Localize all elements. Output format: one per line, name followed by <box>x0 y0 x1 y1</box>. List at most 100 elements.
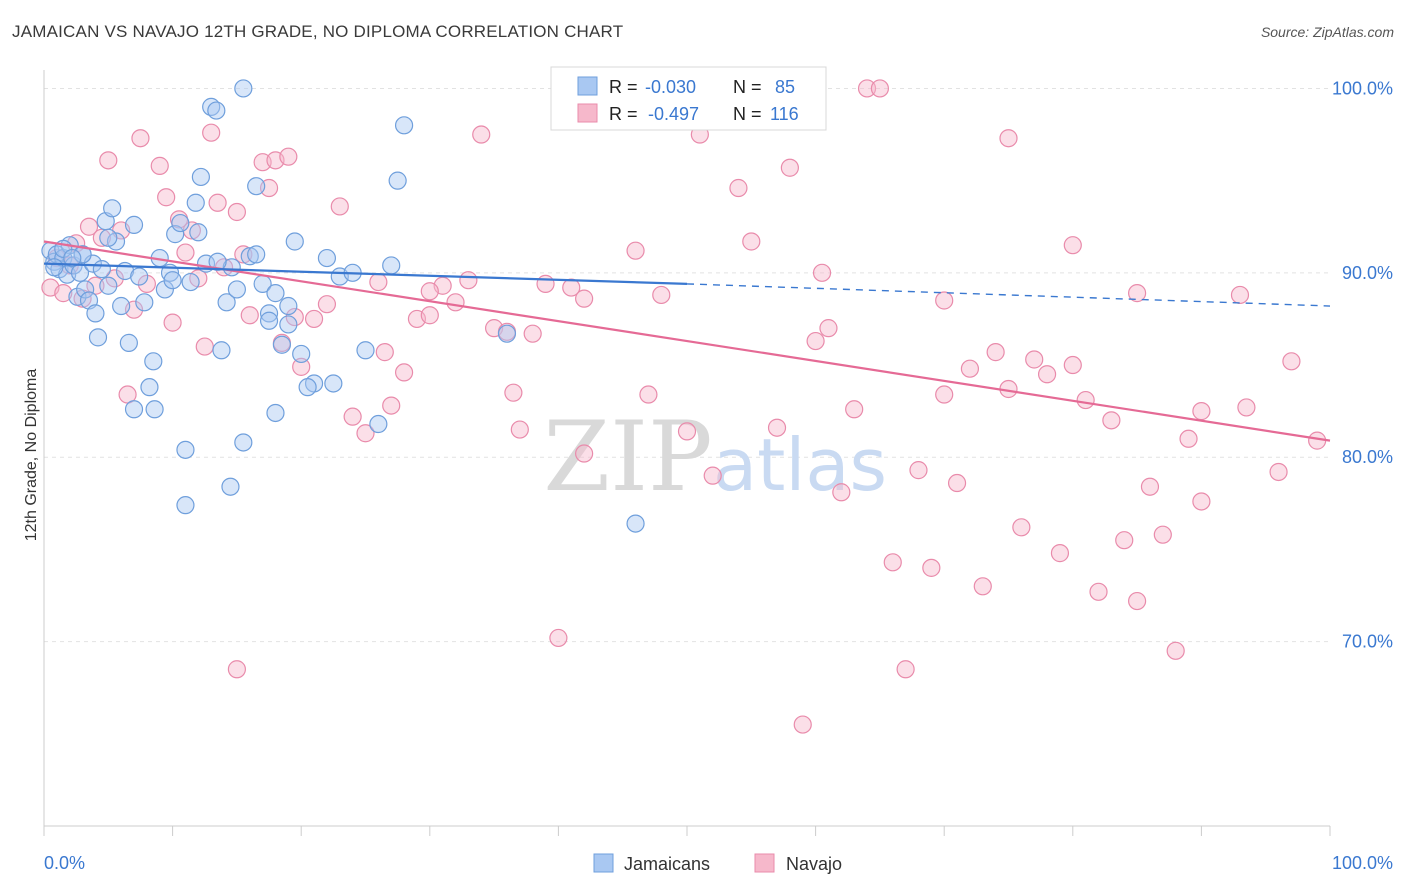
navajo-point <box>369 272 388 292</box>
navajo-point <box>420 306 439 325</box>
navajo-point <box>909 461 928 480</box>
jamaicans-point <box>112 296 131 316</box>
jamaicans-point <box>181 272 200 292</box>
navajo-point <box>677 422 697 441</box>
navajo-point <box>375 343 394 362</box>
navajo-point <box>356 424 375 443</box>
navajo-point <box>812 263 832 282</box>
legend-r-label-1: R = <box>609 77 638 97</box>
axes <box>43 70 1331 836</box>
navajo-point <box>330 197 349 216</box>
jamaicans-point <box>212 341 231 360</box>
navajo-point <box>195 337 214 356</box>
jamaicans-point <box>382 256 401 275</box>
jamaicans-point <box>119 333 138 352</box>
navajo-point <box>105 269 124 288</box>
navajo-point <box>510 420 529 439</box>
y-tick-label: 100.0% <box>1332 78 1393 98</box>
navajo-point <box>896 660 915 679</box>
jamaicans-point <box>279 296 298 316</box>
navajo-point <box>986 343 1005 362</box>
series-legend: Jamaicans Navajo <box>593 853 842 874</box>
x-tick-label-max: 100.0% <box>1332 853 1393 873</box>
jamaicans-point <box>240 247 259 266</box>
navajo-point <box>1192 492 1211 511</box>
navajo-point <box>832 483 851 502</box>
navajo-point <box>780 158 799 177</box>
jamaicans-point <box>145 400 164 419</box>
navajo-point <box>806 331 825 351</box>
jamaicans-point <box>356 341 375 360</box>
jamaicans-point <box>135 293 154 312</box>
navajo-point <box>1063 236 1082 255</box>
jamaicans-point <box>626 514 645 533</box>
navajo-point <box>234 245 253 264</box>
legend-n-value-2: 116 <box>770 104 799 124</box>
navajo-point <box>279 147 298 166</box>
navajo-point <box>227 202 246 222</box>
navajo-point <box>652 285 671 305</box>
jamaicans-point <box>124 400 144 419</box>
jamaicans-point <box>92 260 111 279</box>
navajo-point <box>1102 411 1121 430</box>
legend-r-value-2: -0.497 <box>648 104 699 124</box>
jamaicans-point <box>317 248 337 268</box>
navajo-point <box>549 628 568 648</box>
navajo-point <box>472 125 491 144</box>
jamaicans-point <box>272 335 292 354</box>
jamaicans-point <box>76 280 95 299</box>
navajo-point <box>523 324 542 343</box>
jamaicans-point <box>144 352 163 371</box>
legend-swatch-navajo-bottom <box>754 853 775 873</box>
navajo-point <box>240 306 259 325</box>
jamaicans-point <box>292 344 311 364</box>
navajo-point <box>1230 285 1250 305</box>
y-tick-labels: 70.0% 80.0% 90.0% 100.0% <box>1332 78 1393 651</box>
navajo-point <box>304 309 324 329</box>
chart-title: JAMAICAN VS NAVAJO 12TH GRADE, NO DIPLOM… <box>12 22 624 41</box>
jamaicans-point <box>247 245 266 264</box>
navajo-point <box>1089 582 1108 601</box>
navajo-point <box>227 660 246 679</box>
navajo-point <box>767 418 787 437</box>
jamaicans-point <box>99 276 118 295</box>
navajo-point <box>1115 531 1134 550</box>
jamaicans-point <box>207 101 226 120</box>
navajo-point <box>562 278 581 297</box>
navajo-points <box>41 79 1327 734</box>
navajo-point <box>935 385 954 404</box>
legend-r-value-1: -0.030 <box>645 77 696 97</box>
jamaicans-point <box>191 167 210 187</box>
jamaicans-point <box>155 280 174 299</box>
navajo-point <box>1282 352 1301 371</box>
jamaicans-point <box>227 280 246 299</box>
jamaicans-point <box>130 267 149 286</box>
navajo-point <box>1140 477 1160 496</box>
navajo-point <box>1153 525 1172 544</box>
legend-n-label-2: N = <box>733 104 762 124</box>
navajo-point <box>870 79 890 98</box>
watermark-atlas: atlas <box>713 423 887 507</box>
y-tick-label: 80.0% <box>1342 447 1393 467</box>
grid-lines <box>44 87 1330 643</box>
navajo-point <box>79 217 99 236</box>
x-tick-label-min: 0.0% <box>44 853 85 873</box>
navajo-point <box>922 558 941 577</box>
jamaicans-point <box>266 403 285 423</box>
jamaicans-point <box>234 433 253 452</box>
jamaicans-point <box>45 258 64 277</box>
navajo-point <box>1166 641 1185 660</box>
jamaicans-point <box>266 284 285 303</box>
jamaicans-point <box>63 248 82 268</box>
navajo-point <box>382 396 401 415</box>
navajo-point <box>1192 402 1211 421</box>
correlation-legend: R = -0.030 N = 85 R = -0.497 N = 116 <box>550 66 827 131</box>
navajo-point <box>626 241 645 260</box>
navajo-point <box>176 243 195 262</box>
jamaicans-point <box>86 304 105 323</box>
navajo-point <box>394 363 414 382</box>
navajo-point <box>1025 350 1044 369</box>
jamaicans-point <box>388 171 407 190</box>
jamaicans-point <box>83 254 102 273</box>
